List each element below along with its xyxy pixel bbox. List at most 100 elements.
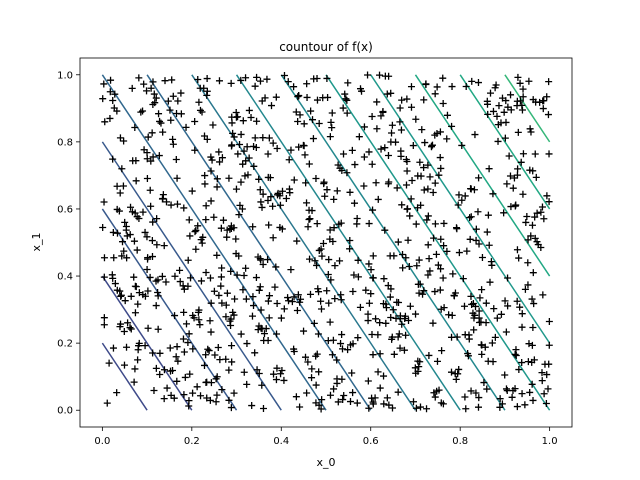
sample-point [276, 201, 284, 209]
sample-point [529, 269, 537, 277]
sample-point [280, 376, 288, 384]
sample-point [240, 271, 248, 279]
sample-point [475, 174, 483, 182]
sample-point [149, 153, 157, 161]
sample-point [346, 237, 354, 245]
sample-point [420, 287, 428, 295]
sample-point [234, 113, 242, 121]
sample-point [469, 299, 477, 307]
sample-point [287, 266, 295, 274]
sample-point [113, 182, 121, 190]
sample-point [384, 282, 392, 290]
sample-point [460, 302, 468, 310]
x-tick-label: 1.0 [542, 436, 558, 447]
sample-point [337, 219, 345, 227]
sample-point [365, 299, 373, 307]
sample-point [413, 262, 421, 270]
sample-point [372, 179, 380, 187]
chart-title: countour of f(x) [279, 40, 373, 54]
sample-point [509, 184, 517, 192]
sample-point [407, 83, 415, 91]
sample-point [180, 204, 188, 212]
sample-point [143, 265, 151, 273]
sample-point [173, 343, 181, 351]
sample-point [443, 247, 451, 255]
sample-point [424, 161, 432, 169]
sample-point [256, 77, 264, 85]
sample-point [414, 204, 422, 212]
sample-point [428, 141, 436, 149]
sample-point [393, 184, 401, 192]
contour-line [370, 74, 551, 344]
sample-point [202, 378, 210, 386]
x-tick-label: 0.0 [94, 436, 110, 447]
sample-point [130, 237, 138, 245]
sample-point [380, 400, 388, 408]
sample-point [249, 293, 257, 301]
sample-point [285, 156, 293, 164]
sample-point [148, 129, 156, 137]
sample-point [278, 367, 286, 375]
sample-point [412, 115, 420, 123]
sample-point [455, 191, 463, 199]
sample-point [228, 141, 236, 149]
sample-point [250, 142, 258, 150]
sample-point [180, 285, 188, 293]
sample-point [222, 301, 230, 309]
sample-point [324, 337, 332, 345]
sample-point [491, 333, 499, 341]
sample-point [376, 71, 384, 79]
plot-frame [79, 57, 573, 428]
sample-point [436, 128, 444, 136]
sample-point [326, 318, 334, 326]
sample-point [538, 377, 546, 385]
sample-point [184, 339, 192, 347]
sample-point [207, 153, 215, 161]
sample-point [128, 208, 136, 216]
sample-point [374, 195, 382, 203]
sample-point [174, 97, 182, 105]
sample-point [387, 89, 395, 97]
sample-point [518, 310, 526, 318]
sample-point [528, 221, 536, 229]
sample-point [330, 195, 338, 203]
sample-point [210, 213, 218, 221]
sample-point [155, 152, 163, 160]
sample-point [159, 128, 167, 136]
sample-point [501, 371, 509, 379]
sample-point [120, 247, 128, 255]
sample-point [127, 292, 135, 300]
sample-point [143, 155, 151, 163]
sample-point [198, 108, 206, 116]
sample-point [167, 391, 175, 399]
sample-point [396, 118, 404, 126]
sample-point [437, 235, 445, 243]
sample-point [313, 261, 321, 269]
sample-point [272, 263, 280, 271]
sample-point [150, 90, 158, 98]
sample-point [143, 87, 151, 95]
sample-point [399, 251, 407, 259]
sample-point [174, 357, 182, 365]
sample-point [100, 314, 108, 322]
sample-point [398, 201, 406, 209]
sample-point [130, 273, 138, 281]
sample-point [518, 323, 526, 331]
sample-point [313, 96, 321, 104]
contour-line [101, 275, 193, 411]
sample-point [450, 291, 458, 299]
sample-point [124, 319, 132, 327]
sample-point [144, 287, 152, 295]
sample-point [207, 167, 215, 175]
sample-point [259, 134, 267, 142]
sample-point [472, 389, 480, 397]
sample-point [324, 271, 332, 279]
sample-point [418, 126, 426, 134]
sample-point [402, 181, 410, 189]
sample-point [401, 312, 409, 320]
sample-point [437, 399, 445, 407]
sample-point [478, 286, 486, 294]
sample-point [545, 198, 553, 206]
sample-point [218, 264, 226, 272]
sample-point [414, 357, 422, 365]
